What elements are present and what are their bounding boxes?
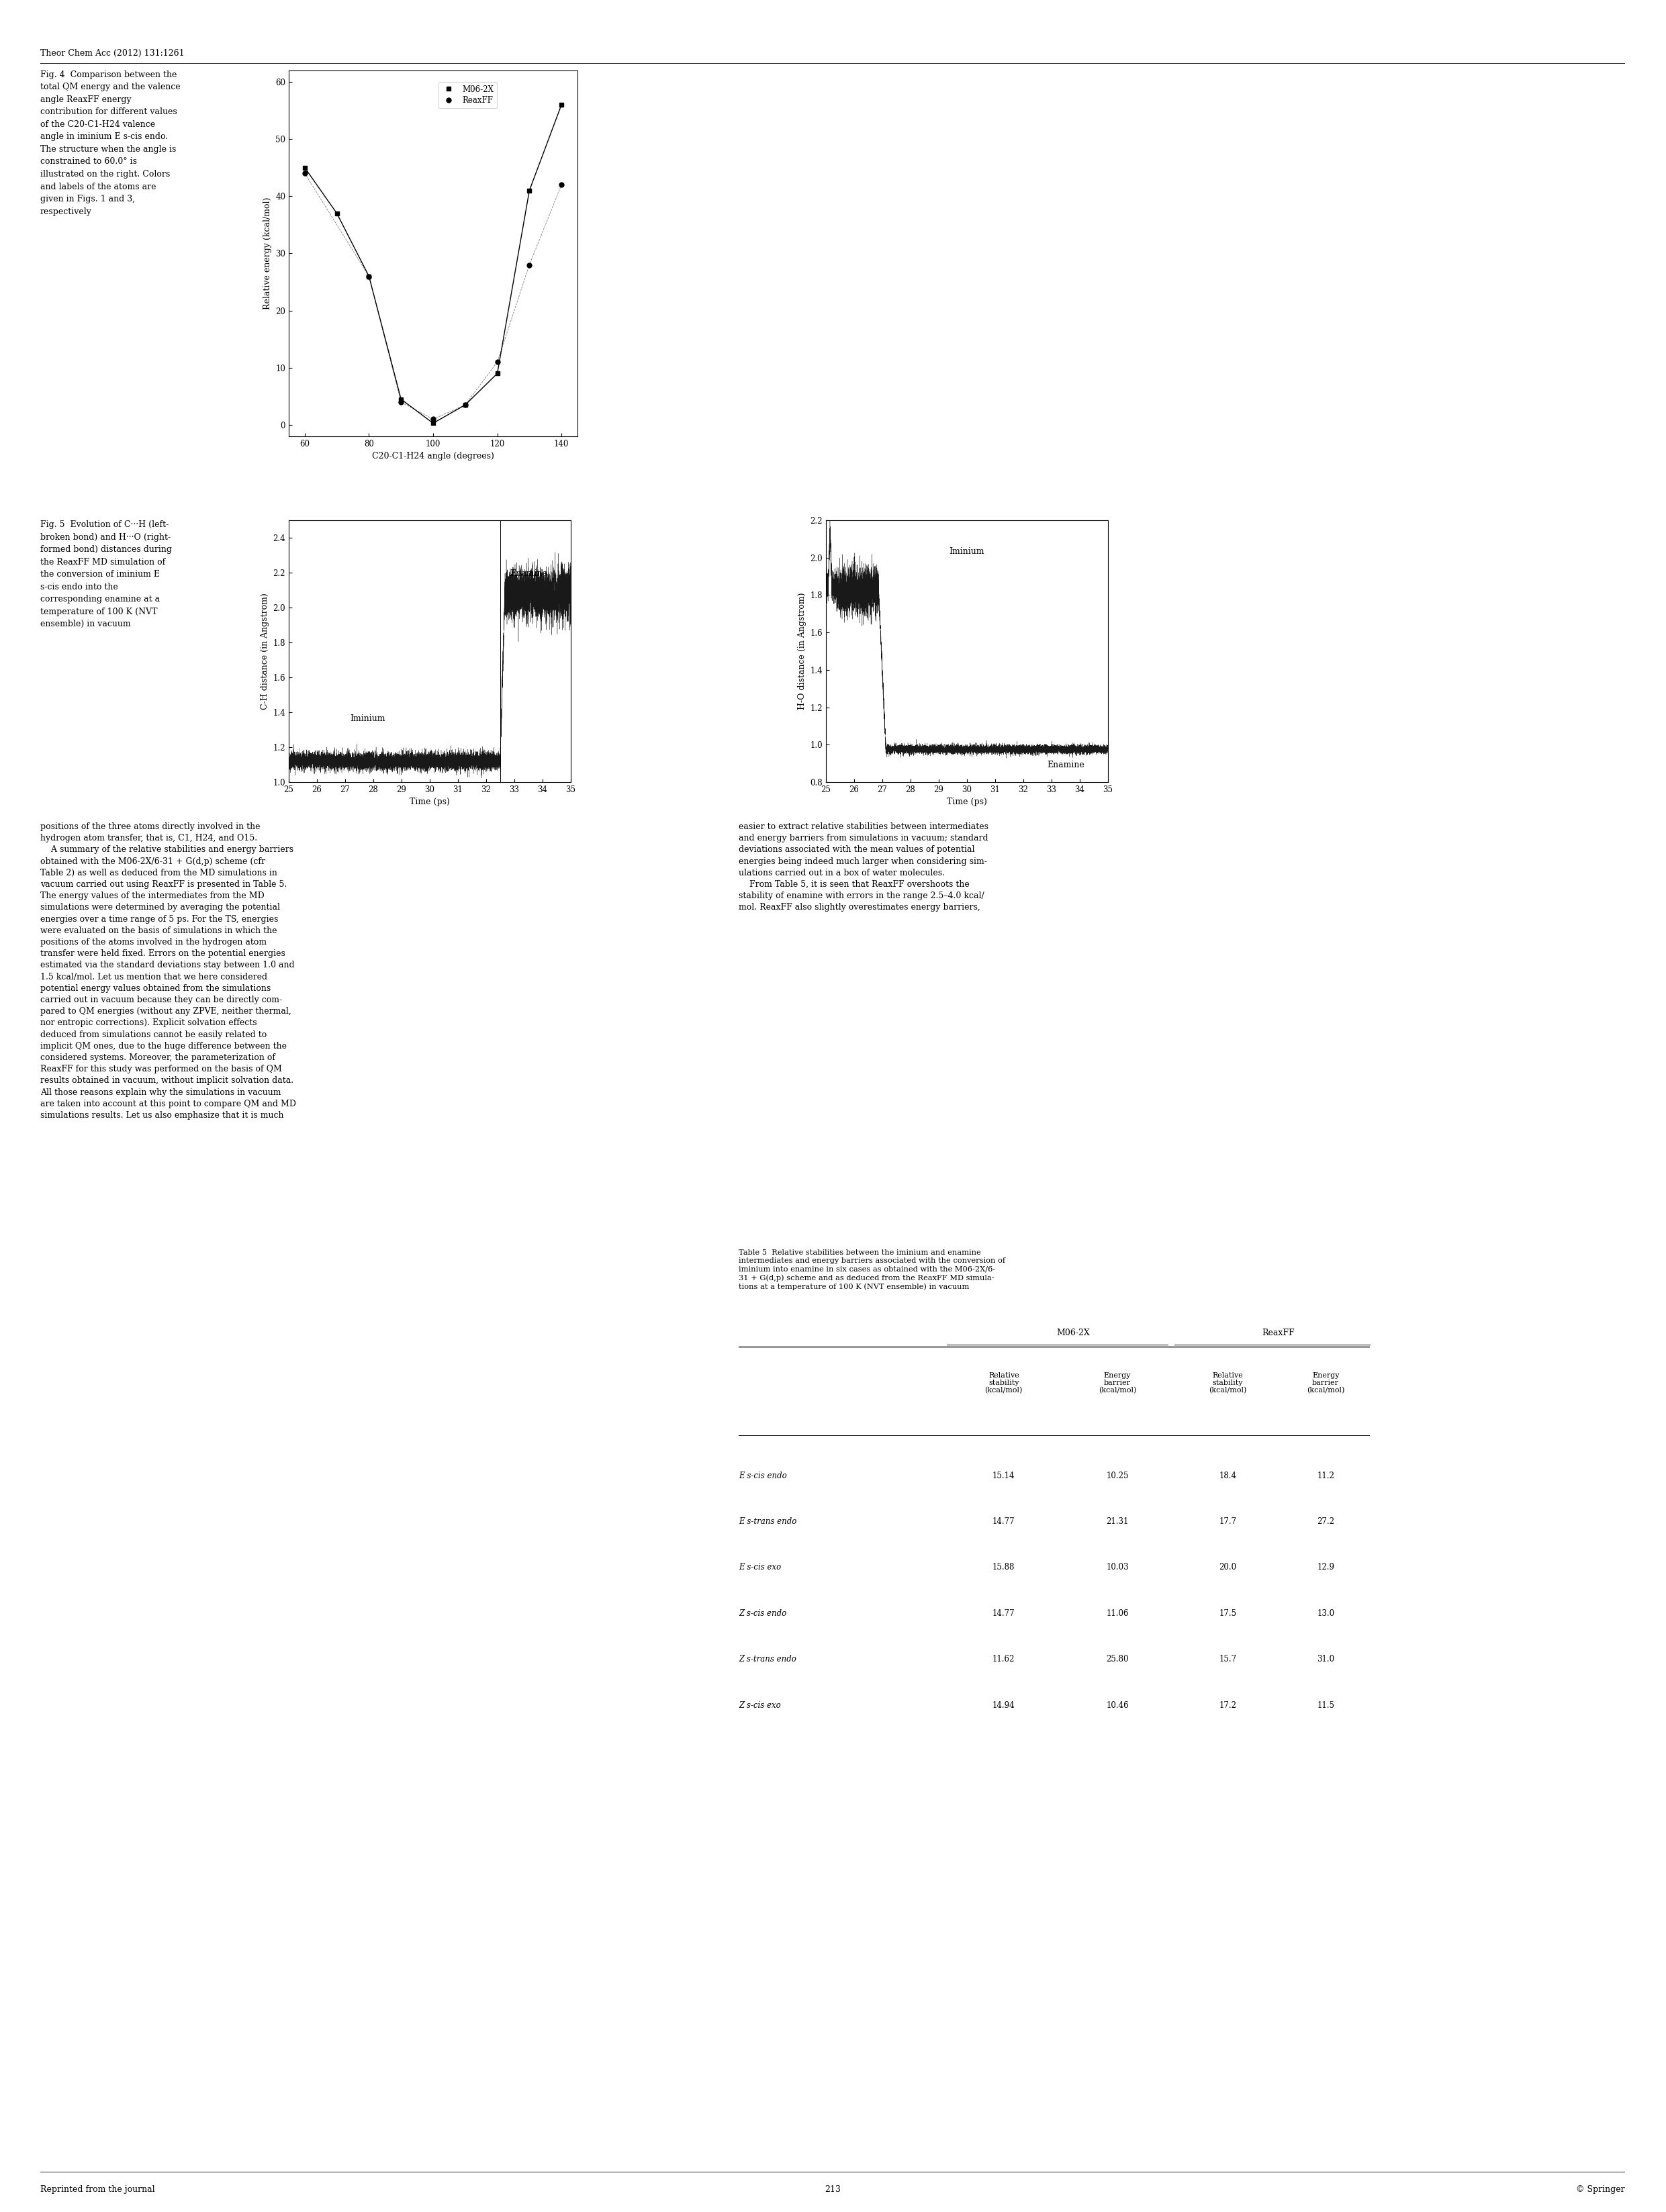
Text: Fig. 4  Comparison between the
total QM energy and the valence
angle ReaxFF ener: Fig. 4 Comparison between the total QM e… <box>40 71 180 217</box>
M06-2X <box>392 385 412 411</box>
M06-2X <box>423 409 443 436</box>
Text: 15.7: 15.7 <box>1220 1655 1236 1663</box>
Text: 213: 213 <box>825 2185 841 2194</box>
Text: 14.94: 14.94 <box>993 1701 1015 1710</box>
Text: Z s-cis endo: Z s-cis endo <box>738 1608 786 1617</box>
Text: 27.2: 27.2 <box>1316 1517 1334 1526</box>
ReaxFF <box>455 392 475 418</box>
Text: 14.77: 14.77 <box>993 1608 1015 1617</box>
M06-2X <box>520 177 540 204</box>
ReaxFF <box>358 263 378 290</box>
Text: positions of the three atoms directly involved in the
hydrogen atom transfer, th: positions of the three atoms directly in… <box>40 823 297 1119</box>
ReaxFF <box>551 173 571 199</box>
ReaxFF <box>423 407 443 434</box>
Text: 17.2: 17.2 <box>1220 1701 1236 1710</box>
Text: 17.5: 17.5 <box>1220 1608 1236 1617</box>
Text: ReaxFF: ReaxFF <box>1263 1327 1294 1336</box>
M06-2X <box>295 155 315 181</box>
Text: 11.62: 11.62 <box>993 1655 1015 1663</box>
Text: Z s-trans endo: Z s-trans endo <box>738 1655 796 1663</box>
Legend: M06-2X, ReaxFF: M06-2X, ReaxFF <box>438 82 496 108</box>
Text: 15.88: 15.88 <box>993 1564 1015 1573</box>
Text: 17.7: 17.7 <box>1220 1517 1236 1526</box>
M06-2X <box>486 361 506 387</box>
Text: 20.0: 20.0 <box>1220 1564 1236 1573</box>
Text: 10.46: 10.46 <box>1106 1701 1128 1710</box>
M06-2X <box>327 199 347 226</box>
Text: E s-cis exo: E s-cis exo <box>738 1564 781 1573</box>
M06-2X <box>455 392 475 418</box>
X-axis label: Time (ps): Time (ps) <box>410 799 450 807</box>
ReaxFF <box>295 159 315 186</box>
Text: Enamine: Enamine <box>510 568 546 577</box>
ReaxFF <box>486 349 506 376</box>
Text: 15.14: 15.14 <box>993 1471 1015 1480</box>
Text: Relative
stability
(kcal/mol): Relative stability (kcal/mol) <box>985 1371 1023 1394</box>
Text: 11.2: 11.2 <box>1318 1471 1334 1480</box>
Text: 13.0: 13.0 <box>1316 1608 1334 1617</box>
Text: Theor Chem Acc (2012) 131:1261: Theor Chem Acc (2012) 131:1261 <box>40 49 185 58</box>
M06-2X <box>358 263 378 290</box>
Text: Relative
stability
(kcal/mol): Relative stability (kcal/mol) <box>1210 1371 1246 1394</box>
Text: 10.03: 10.03 <box>1106 1564 1128 1573</box>
Y-axis label: C-H distance (in Angstrom): C-H distance (in Angstrom) <box>260 593 270 710</box>
Text: M06-2X: M06-2X <box>1056 1327 1090 1336</box>
ReaxFF <box>520 252 540 279</box>
Text: 12.9: 12.9 <box>1316 1564 1334 1573</box>
M06-2X <box>551 91 571 117</box>
Text: Table 5  Relative stabilities between the iminium and enamine
intermediates and : Table 5 Relative stabilities between the… <box>738 1250 1005 1290</box>
Text: Iminium: Iminium <box>950 546 985 555</box>
Text: 14.77: 14.77 <box>993 1517 1015 1526</box>
Text: 10.25: 10.25 <box>1106 1471 1128 1480</box>
Text: © Springer: © Springer <box>1576 2185 1624 2194</box>
Text: easier to extract relative stabilities between intermediates
and energy barriers: easier to extract relative stabilities b… <box>738 823 988 911</box>
Text: Z s-cis exo: Z s-cis exo <box>738 1701 781 1710</box>
Text: E s-trans endo: E s-trans endo <box>738 1517 796 1526</box>
Text: 21.31: 21.31 <box>1106 1517 1128 1526</box>
Text: Energy
barrier
(kcal/mol): Energy barrier (kcal/mol) <box>1098 1371 1136 1394</box>
Text: Enamine: Enamine <box>1046 761 1085 770</box>
Text: E s-cis endo: E s-cis endo <box>738 1471 786 1480</box>
X-axis label: Time (ps): Time (ps) <box>946 799 986 807</box>
Y-axis label: Relative energy (kcal/mol): Relative energy (kcal/mol) <box>263 197 272 310</box>
Text: 31.0: 31.0 <box>1316 1655 1334 1663</box>
Line: ReaxFF: ReaxFF <box>303 170 563 422</box>
Text: 11.5: 11.5 <box>1316 1701 1334 1710</box>
Line: M06-2X: M06-2X <box>303 102 563 425</box>
Text: Fig. 5  Evolution of C···H (left-
broken bond) and H···O (right-
formed bond) di: Fig. 5 Evolution of C···H (left- broken … <box>40 520 172 628</box>
Y-axis label: H-O distance (in Angstrom): H-O distance (in Angstrom) <box>798 593 806 710</box>
Text: 18.4: 18.4 <box>1220 1471 1236 1480</box>
Text: Energy
barrier
(kcal/mol): Energy barrier (kcal/mol) <box>1306 1371 1344 1394</box>
X-axis label: C20-C1-H24 angle (degrees): C20-C1-H24 angle (degrees) <box>372 451 495 460</box>
Text: 11.06: 11.06 <box>1106 1608 1128 1617</box>
ReaxFF <box>392 389 412 416</box>
Text: Reprinted from the journal: Reprinted from the journal <box>40 2185 155 2194</box>
Text: Iminium: Iminium <box>350 714 385 723</box>
Text: 25.80: 25.80 <box>1106 1655 1128 1663</box>
